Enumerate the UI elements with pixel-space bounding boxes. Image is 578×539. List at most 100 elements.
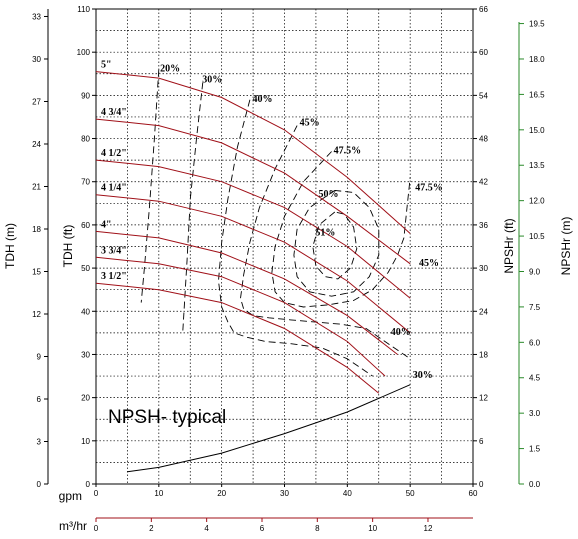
gpm-tick-label: 50 [406,489,415,498]
tdh-ft-title: TDH (ft) [61,225,75,268]
tdh-ft-tick-label: 110 [77,5,90,14]
npshr-ft-tick-label: 48 [479,135,488,144]
m3hr-tick-label: 8 [315,524,320,533]
npshr-ft-tick-label: 18 [479,350,488,359]
efficiency-label: 47.5% [334,146,362,157]
npshr-m-title: NPSHr (m) [559,217,573,276]
efficiency-contour-51% [312,211,358,280]
npsh-curve [127,384,411,473]
impeller-curve [95,256,386,377]
impeller-curve [95,282,380,394]
efficiency-contours [140,69,411,377]
m3hr-tick-label: 2 [149,524,154,533]
npshr-ft-title: NPSHr (ft) [502,218,516,273]
npsh-typical-label: NPSH- typical [108,407,226,428]
tdh-m-tick-label: 12 [32,310,41,319]
efficiency-contour-30% [182,82,204,333]
tdh-m-tick-label: 9 [37,352,42,361]
impeller-label: 4 3/4" [101,107,127,118]
tdh-m-tick-label: 15 [32,267,41,276]
efficiency-label: 40% [391,327,411,338]
tdh-m-tick-label: 30 [32,55,41,64]
npshr-m-tick-label: 16.5 [529,90,545,99]
tdh-ft-tick-label: 70 [81,178,90,187]
efficiency-contour-47.5% [271,151,411,308]
npshr-m-tick-label: 6.0 [529,338,541,347]
npshr-ft-tick-label: 42 [479,178,488,187]
gpm-tick-label: 40 [343,489,352,498]
npshr-m-tick-label: 13.5 [529,161,545,170]
tdh-ft-tick-label: 60 [81,221,90,230]
gpm-tick-label: 60 [469,489,478,498]
npshr-m-tick-label: 18.0 [529,55,545,64]
tdh-ft-tick-label: 80 [81,135,90,144]
m3hr-title: m³/hr [59,519,87,533]
impeller-label: 4 1/2" [101,148,127,159]
m3hr-tick-label: 4 [204,524,209,533]
efficiency-label: 30% [413,370,433,381]
chart-axes: 0102030405060708090100110036912151821242… [3,5,573,533]
gpm-tick-label: 0 [94,489,99,498]
efficiency-contour-20% [140,69,160,303]
npshr-ft-tick-label: 66 [479,5,488,14]
gpm-title: gpm [59,489,82,503]
chart-labels: 5" 4 3/4" 4 1/2" 4 1/4" 4" 3 3/4" 3 1/2" 20% 30%… [101,60,443,382]
npshr-ft-tick-label: 24 [479,307,488,316]
npshr-m-tick-label: 10.5 [529,232,545,241]
tdh-m-tick-label: 21 [32,182,41,191]
npshr-ft-tick-label: 0 [479,480,484,489]
impeller-label: 4" [101,219,112,230]
npshr-m-tick-label: 7.5 [529,303,541,312]
tdh-m-tick-label: 18 [32,225,41,234]
tdh-ft-tick-label: 50 [81,264,90,273]
npshr-m-tick-label: 19.5 [529,20,545,29]
tdh-m-tick-label: 0 [37,480,42,489]
efficiency-label: 45% [419,258,439,269]
impeller-curve [95,71,411,234]
efficiency-label: 20% [160,64,180,75]
tdh-ft-tick-label: 90 [81,91,90,100]
impeller-label: 4 1/4" [101,183,127,194]
m3hr-tick-label: 10 [368,524,377,533]
m3hr-tick-label: 0 [94,524,99,533]
tdh-ft-tick-label: 30 [81,350,90,359]
impeller-label: 5" [101,60,112,71]
efficiency-contour-40% [218,99,373,377]
tdh-ft-tick-label: 100 [77,48,91,57]
tdh-ft-tick-label: 20 [81,394,90,403]
m3hr-tick-label: 12 [424,524,433,533]
m3hr-tick-label: 6 [260,524,265,533]
tdh-m-tick-label: 27 [32,97,41,106]
npshr-m-tick-label: 12.0 [529,197,545,206]
efficiency-label: 40% [253,94,273,105]
impeller-curve [95,194,411,334]
efficiency-label: 50% [318,189,338,200]
impeller-label: 3 3/4" [101,245,127,256]
tdh-m-tick-label: 6 [37,395,42,404]
efficiency-label: 45% [300,118,320,129]
npshr-m-tick-label: 9.0 [529,267,541,276]
npshr-m-tick-label: 4.5 [529,374,541,383]
efficiency-label: 51% [315,228,335,239]
gpm-tick-label: 30 [280,489,289,498]
impeller-label: 3 1/2" [101,271,127,282]
npshr-m-tick-label: 1.5 [529,445,541,454]
tdh-ft-tick-label: 40 [81,307,90,316]
npsh-curve-group [127,384,411,473]
npshr-ft-tick-label: 30 [479,264,488,273]
npshr-m-tick-label: 15.0 [529,126,545,135]
tdh-m-tick-label: 33 [32,12,41,21]
impeller-curves [95,71,411,394]
impeller-curve [95,118,411,265]
tdh-ft-tick-label: 10 [81,437,90,446]
impeller-curve [95,159,411,299]
npshr-m-tick-label: 0.0 [529,480,541,489]
gpm-tick-label: 20 [217,489,226,498]
tdh-ft-tick-label: 0 [86,480,91,489]
tdh-m-tick-label: 3 [37,437,42,446]
npshr-ft-tick-label: 6 [479,437,484,446]
npshr-ft-tick-label: 60 [479,48,488,57]
npshr-ft-tick-label: 36 [479,221,488,230]
efficiency-contour-45% [240,125,411,360]
